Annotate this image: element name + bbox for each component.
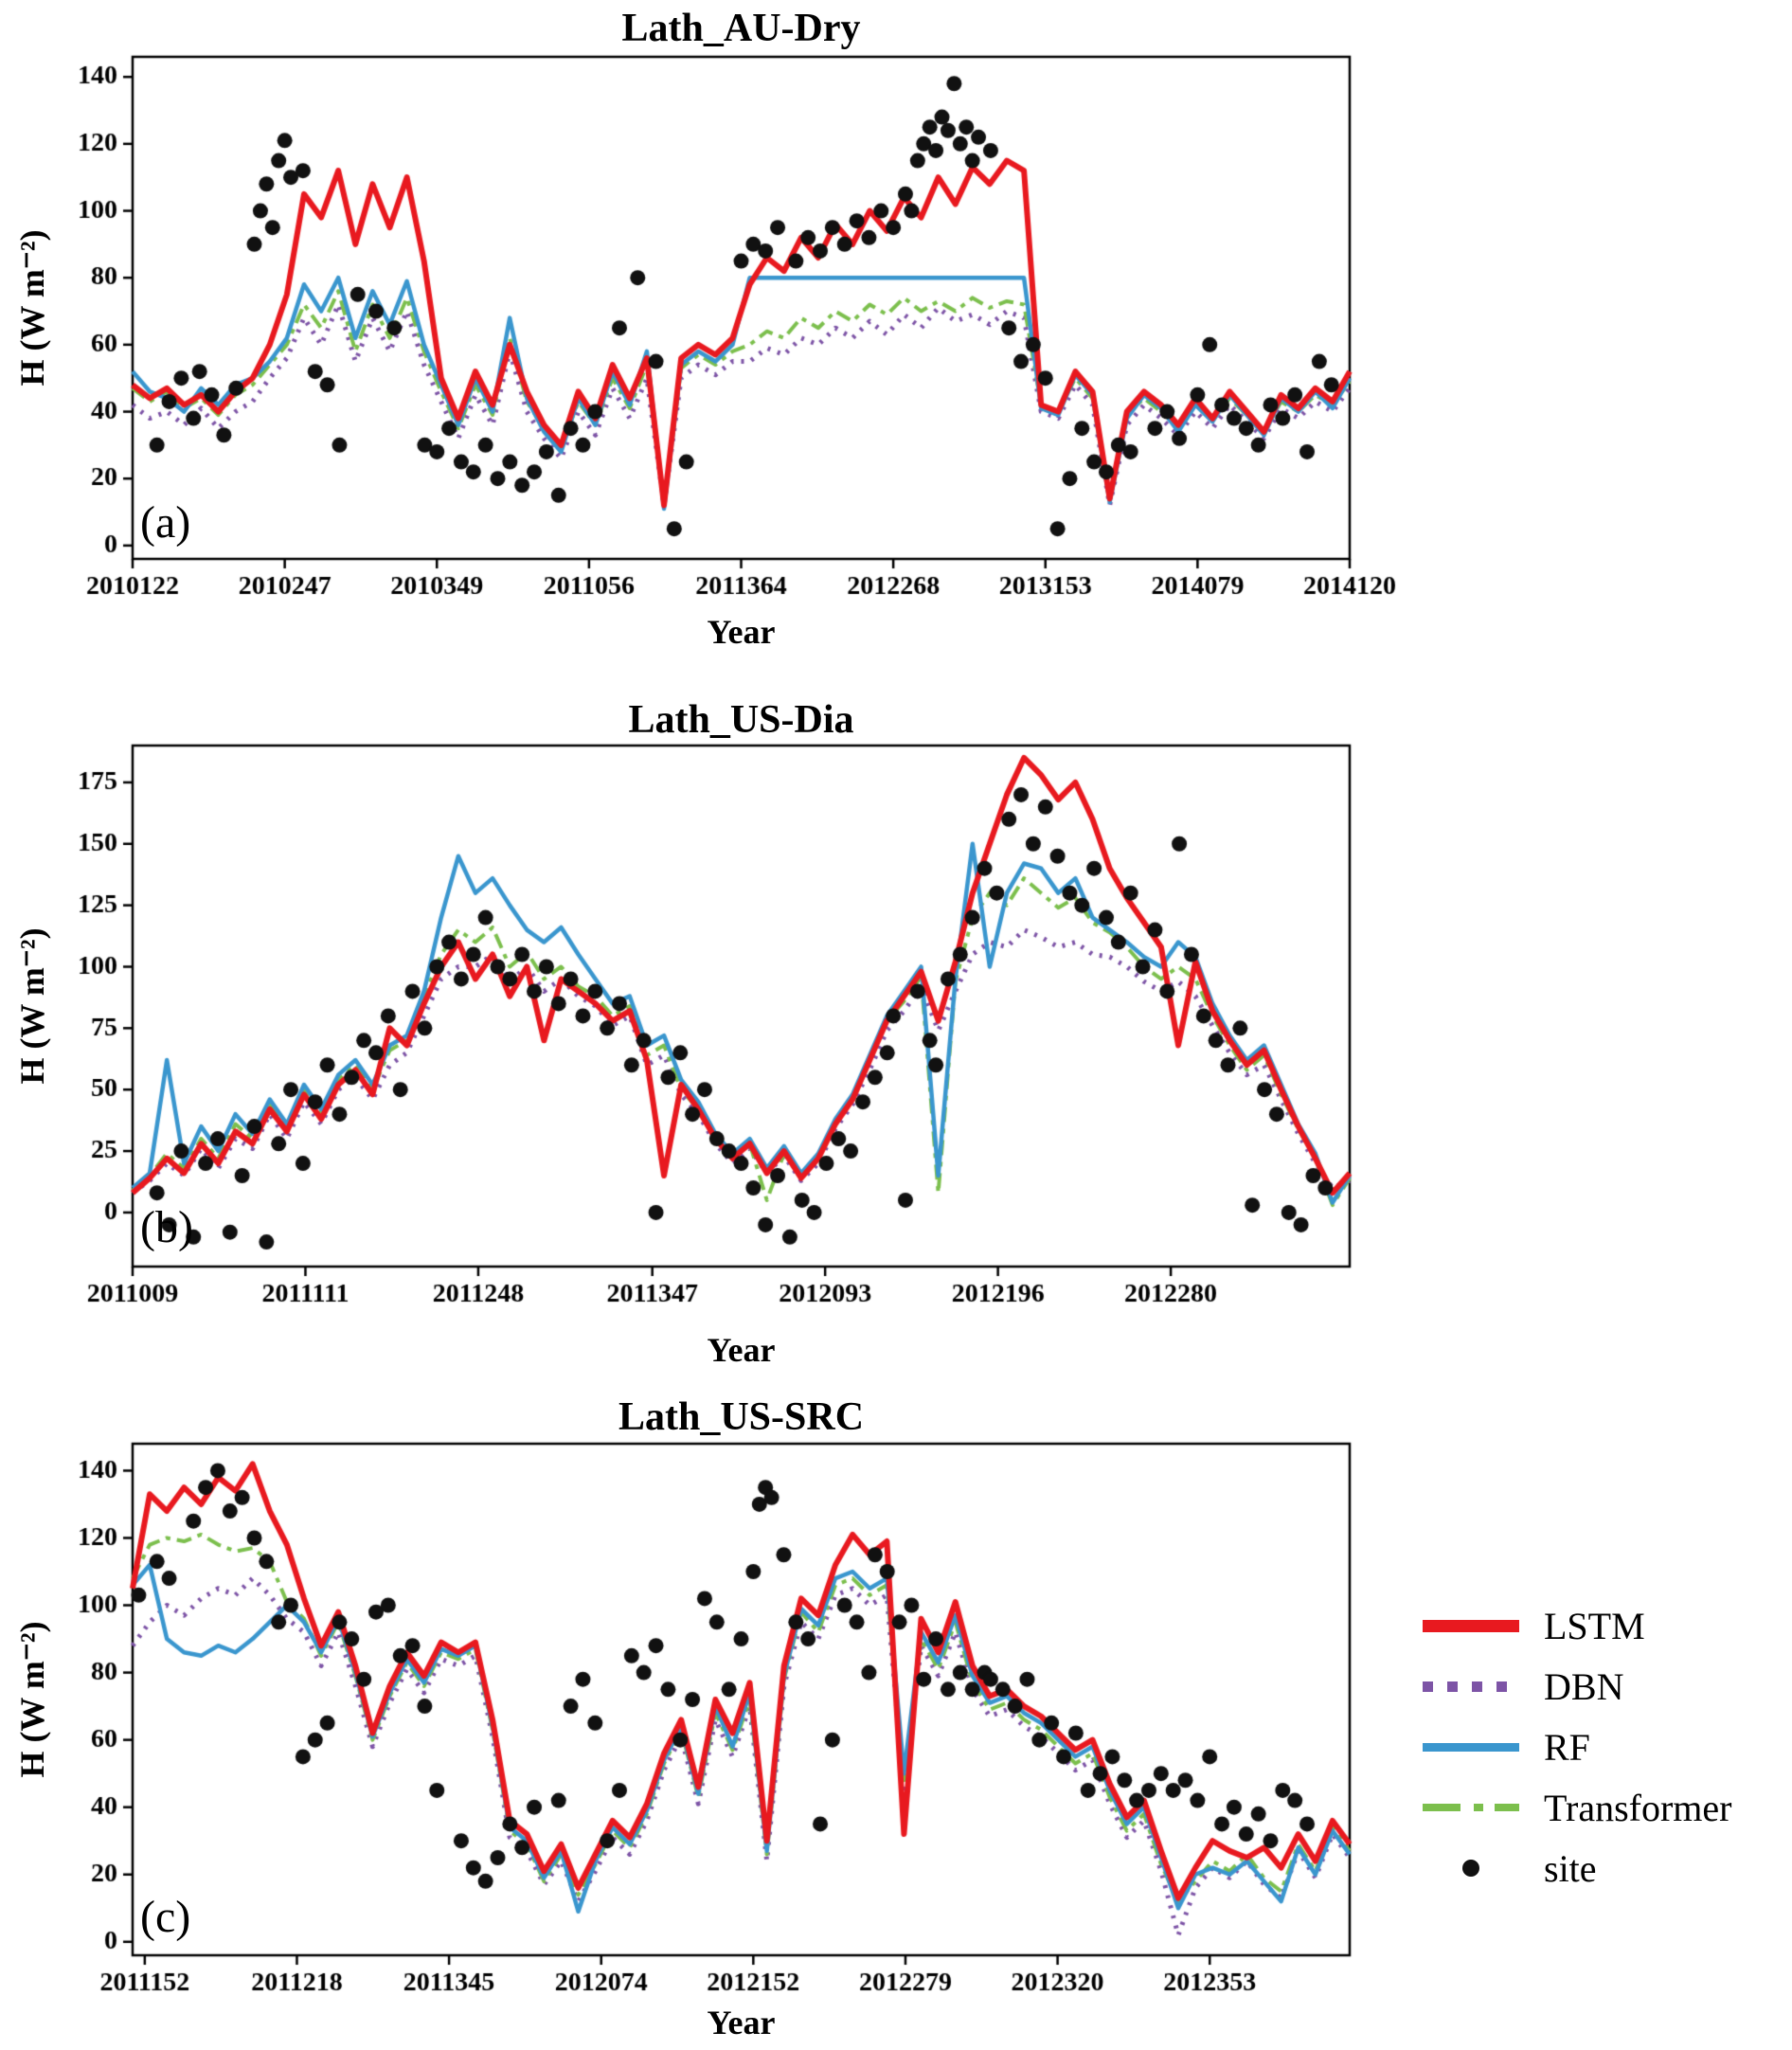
- transformer-dashdot-swatch-icon: [1423, 1798, 1519, 1817]
- legend-label-transformer: Transformer: [1544, 1786, 1732, 1829]
- chart-c-y-axis-label: H (W m⁻²): [13, 1621, 51, 1778]
- chart-panel-a: Lath_AU-Dry H (W m⁻²) Year (a): [0, 0, 1792, 674]
- chart-c-panel-letter: (c): [140, 1892, 191, 1942]
- legend-label-site: site: [1544, 1846, 1597, 1890]
- rf-line-swatch-icon: [1423, 1737, 1519, 1756]
- chart-a-plot-area: [0, 0, 1792, 674]
- legend-label-rf: RF: [1544, 1725, 1590, 1769]
- chart-b-y-axis-label: H (W m⁻²): [13, 927, 51, 1085]
- chart-panel-b: Lath_US-Dia H (W m⁻²) Year (b): [0, 674, 1792, 1376]
- chart-c-plot-area: [0, 1376, 1792, 2050]
- site-dot-swatch-icon: [1423, 1859, 1519, 1878]
- legend-label-dbn: DBN: [1544, 1664, 1624, 1708]
- legend: LSTM DBN RF Transformer site: [1423, 1595, 1790, 1898]
- chart-b-x-axis-label: Year: [707, 1331, 776, 1369]
- chart-a-title: Lath_AU-Dry: [621, 7, 861, 50]
- chart-b-panel-letter: (b): [140, 1202, 193, 1252]
- chart-b-plot-area: [0, 674, 1792, 1376]
- chart-c-title: Lath_US-SRC: [618, 1395, 865, 1439]
- legend-item-rf: RF: [1423, 1717, 1790, 1777]
- chart-a-y-axis-label: H (W m⁻²): [13, 229, 51, 387]
- legend-item-dbn: DBN: [1423, 1656, 1790, 1717]
- legend-item-transformer: Transformer: [1423, 1777, 1790, 1838]
- chart-a-panel-letter: (a): [140, 497, 191, 548]
- legend-item-site: site: [1423, 1838, 1790, 1898]
- legend-label-lstm: LSTM: [1544, 1604, 1645, 1647]
- chart-c-x-axis-label: Year: [707, 2004, 776, 2041]
- lstm-line-swatch-icon: [1423, 1616, 1519, 1635]
- dbn-dotted-swatch-icon: [1423, 1677, 1519, 1696]
- chart-panel-c: Lath_US-SRC H (W m⁻²) Year (c): [0, 1376, 1792, 2050]
- chart-a-x-axis-label: Year: [707, 613, 776, 651]
- chart-b-title: Lath_US-Dia: [628, 698, 854, 742]
- legend-item-lstm: LSTM: [1423, 1595, 1790, 1656]
